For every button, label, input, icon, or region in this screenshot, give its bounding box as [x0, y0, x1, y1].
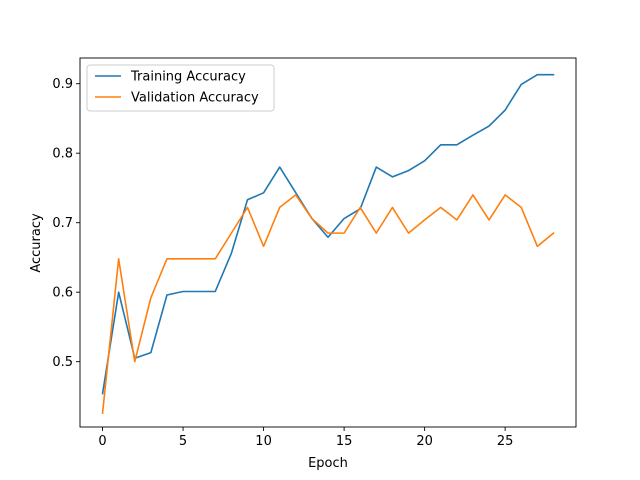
- x-tick-label: 15: [336, 434, 353, 449]
- axes-layer: 0 5 10 15 20 25 0.5 0.6 0.7 0.8 0.9: [52, 57, 577, 449]
- y-axis-label: Accuracy: [29, 213, 44, 273]
- y-tick-label: 0.9: [52, 77, 73, 92]
- x-tick-label: 5: [179, 434, 187, 449]
- axes-frame: [79, 57, 577, 428]
- legend-entry-label: Training Accuracy: [130, 70, 246, 85]
- y-tick-label: 0.7: [52, 216, 73, 231]
- series-line-validation: [101, 194, 555, 414]
- legend-box: [86, 64, 275, 112]
- x-tick-label: 25: [497, 434, 514, 449]
- legend: Training Accuracy Validation Accuracy: [86, 64, 275, 112]
- legend-entry-label: Validation Accuracy: [131, 91, 259, 106]
- y-tick-label: 0.5: [52, 355, 73, 370]
- series-layer: [101, 73, 555, 414]
- x-tick-label: 20: [416, 434, 433, 449]
- series-line-training: [101, 73, 555, 395]
- x-tick-label: 10: [255, 434, 272, 449]
- x-tick-label: 0: [98, 434, 106, 449]
- x-axis-label: Epoch: [308, 456, 348, 471]
- y-tick-label: 0.6: [52, 286, 73, 301]
- y-tick-label: 0.8: [52, 147, 73, 162]
